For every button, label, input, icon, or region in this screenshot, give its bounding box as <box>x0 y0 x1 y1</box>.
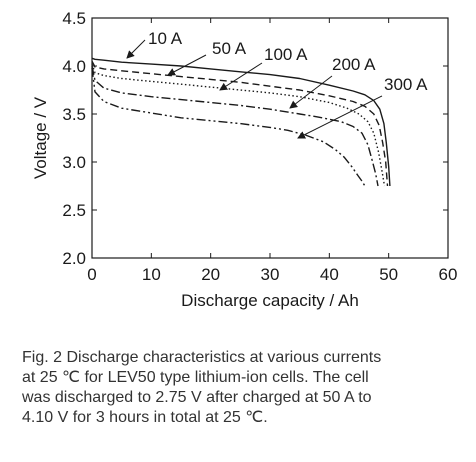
series-label-100a: 100 A <box>264 45 308 64</box>
x-tick-label: 10 <box>142 265 161 284</box>
y-tick-label: 3.0 <box>62 153 86 172</box>
x-tick-label: 30 <box>261 265 280 284</box>
series-arrow-200a <box>289 75 333 109</box>
y-axis-ticks: 2.0 2.5 3.0 3.5 4.0 4.5 <box>62 9 448 268</box>
x-tick-label: 60 <box>439 265 458 284</box>
series-label-10a: 10 A <box>148 29 183 48</box>
series-line-100a <box>91 63 386 187</box>
y-tick-label: 2.0 <box>62 249 86 268</box>
caption-line-4: 4.10 V for 3 hours in total at 25 ℃. <box>22 409 268 426</box>
y-tick-label: 2.5 <box>62 201 86 220</box>
x-axis-title: Discharge capacity / Ah <box>181 291 359 310</box>
series-line-10a <box>91 57 391 187</box>
caption-line-3: was discharged to 2.75 V after charged a… <box>22 389 372 406</box>
series-line-300a <box>91 67 366 187</box>
caption-line-1: Fig. 2 Discharge characteristics at vari… <box>22 349 382 366</box>
x-tick-label: 50 <box>379 265 398 284</box>
series-arrow-10a <box>126 39 146 59</box>
x-tick-label: 0 <box>87 265 96 284</box>
series-arrow-300a <box>297 95 383 139</box>
y-tick-label: 3.5 <box>62 105 86 124</box>
series-lines <box>91 57 391 187</box>
y-axis-title: Voltage / V <box>31 96 50 179</box>
x-tick-label: 40 <box>320 265 339 284</box>
series-arrow-50a <box>167 54 207 76</box>
series-label-300a: 300 A <box>384 75 428 94</box>
figure-caption: Fig. 2 Discharge characteristics at vari… <box>22 348 464 428</box>
caption-line-2: at 25 ℃ for LEV50 type lithium-ion cells… <box>22 369 369 386</box>
series-arrow-100a <box>219 62 263 91</box>
discharge-chart: 0 10 20 30 40 50 60 2.0 2.5 3.0 3.5 4.0 4.5 Dischar… <box>31 9 457 310</box>
series-labels: 10 A 50 A 100 A 200 A 300 A <box>126 29 428 139</box>
series-label-200a: 200 A <box>332 55 376 74</box>
y-tick-label: 4.5 <box>62 9 86 28</box>
series-label-50a: 50 A <box>212 39 247 58</box>
x-axis-ticks: 0 10 20 30 40 50 60 <box>87 18 457 284</box>
y-tick-label: 4.0 <box>62 57 86 76</box>
series-line-200a <box>91 65 379 187</box>
series-line-50a <box>91 60 389 187</box>
x-tick-label: 20 <box>201 265 220 284</box>
